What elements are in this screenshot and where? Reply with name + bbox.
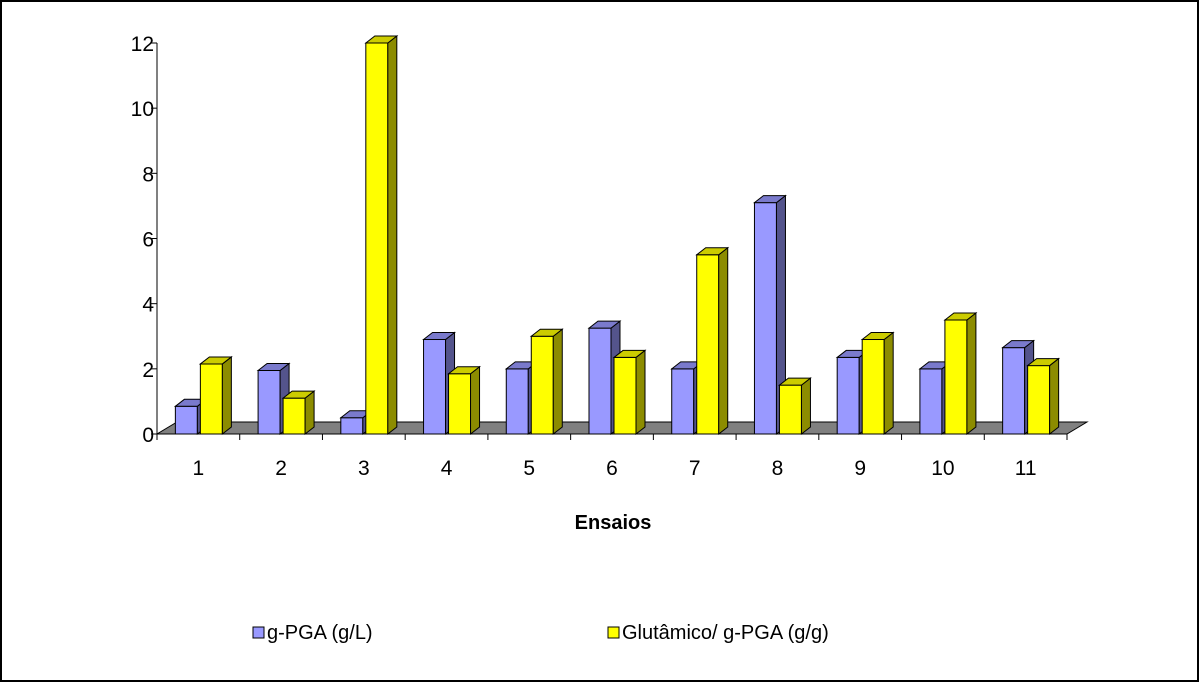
bar-front bbox=[257, 369, 281, 435]
bar-front bbox=[1027, 365, 1051, 435]
bar-front bbox=[530, 335, 554, 435]
bar-top bbox=[943, 312, 978, 321]
bar-side bbox=[470, 365, 481, 436]
bars-layer bbox=[173, 34, 1061, 436]
bar-front bbox=[753, 202, 777, 435]
bar bbox=[281, 390, 316, 436]
bar-front bbox=[448, 373, 472, 435]
bar-front bbox=[836, 356, 860, 435]
y-tick-label: 6 bbox=[142, 229, 154, 252]
bar-top bbox=[860, 332, 895, 341]
x-axis-title: Ensaios bbox=[575, 512, 652, 534]
bar bbox=[364, 34, 399, 436]
bar-front bbox=[671, 368, 695, 435]
bar-side bbox=[718, 246, 729, 436]
x-tick-label: 3 bbox=[358, 457, 370, 480]
bar bbox=[695, 246, 730, 436]
y-tick-label: 2 bbox=[142, 359, 154, 382]
bar bbox=[198, 355, 233, 436]
bar-top bbox=[198, 356, 233, 365]
bar bbox=[777, 377, 812, 436]
bar-front bbox=[423, 339, 447, 435]
bar-side bbox=[883, 331, 894, 436]
y-tick-label: 12 bbox=[131, 33, 154, 56]
x-tick-label: 8 bbox=[772, 457, 784, 480]
x-tick-label: 2 bbox=[275, 457, 287, 480]
bar bbox=[943, 311, 978, 436]
x-tick-label: 10 bbox=[931, 457, 954, 480]
y-tick-label: 0 bbox=[142, 424, 154, 447]
bar-top bbox=[1026, 358, 1061, 367]
x-tick-label: 5 bbox=[523, 457, 535, 480]
x-tick-label: 11 bbox=[1015, 457, 1037, 480]
bar-top bbox=[752, 195, 787, 204]
bar-front bbox=[613, 356, 637, 435]
bar-side bbox=[1049, 357, 1060, 436]
bar bbox=[860, 331, 895, 436]
y-tick-label: 4 bbox=[142, 294, 154, 317]
legend-label: g-PGA (g/L) bbox=[267, 622, 373, 644]
bar-front bbox=[174, 405, 198, 435]
bar-front bbox=[944, 319, 968, 435]
bar-front bbox=[282, 397, 306, 435]
bar-top bbox=[256, 362, 291, 371]
x-tick-label: 1 bbox=[193, 457, 205, 480]
legend-swatch bbox=[252, 626, 265, 639]
bar-front bbox=[365, 42, 389, 435]
bar-front bbox=[1002, 347, 1026, 435]
bar-top bbox=[447, 366, 482, 375]
x-tick-label: 9 bbox=[854, 457, 866, 480]
bar-top bbox=[777, 377, 812, 386]
bar-front bbox=[861, 339, 885, 435]
bar-front bbox=[919, 368, 943, 435]
x-axis-layer: 1 2 3 4 5 6 7 8 9 10 11 bbox=[156, 433, 1068, 480]
bar-side bbox=[635, 349, 646, 436]
bar-front bbox=[199, 363, 223, 435]
bar-top bbox=[529, 328, 564, 337]
x-tick-label: 6 bbox=[606, 457, 618, 480]
bar-side bbox=[552, 328, 563, 436]
y-axis-layer: 0 2 4 6 8 10 12 bbox=[131, 33, 158, 447]
bar-front bbox=[505, 368, 529, 435]
x-tick-label: 4 bbox=[441, 457, 453, 480]
legend-swatch bbox=[607, 626, 620, 639]
bar-side bbox=[800, 377, 811, 436]
bar-front bbox=[588, 327, 612, 435]
bar-side bbox=[221, 355, 232, 436]
bar-top bbox=[364, 35, 399, 44]
bar-top bbox=[587, 320, 622, 329]
bar-side bbox=[966, 311, 977, 436]
bar-top bbox=[422, 332, 457, 341]
bar bbox=[529, 328, 564, 436]
y-tick-label: 10 bbox=[131, 98, 154, 121]
bar bbox=[587, 320, 622, 436]
legend-item: Glutâmico/ g-PGA (g/g) bbox=[607, 622, 829, 644]
bar-front bbox=[696, 254, 720, 435]
bar-side bbox=[387, 34, 398, 436]
bar-top bbox=[1001, 340, 1036, 349]
y-tick-label: 8 bbox=[142, 163, 154, 186]
bar-top bbox=[281, 390, 316, 399]
bar-front bbox=[340, 417, 364, 435]
x-tick-label: 7 bbox=[689, 457, 701, 480]
bar bbox=[1026, 357, 1061, 436]
legend: g-PGA (g/L) Glutâmico/ g-PGA (g/g) bbox=[252, 622, 829, 644]
bar bbox=[612, 349, 647, 436]
bar-front bbox=[778, 384, 802, 435]
bar-top bbox=[695, 247, 730, 256]
legend-item: g-PGA (g/L) bbox=[252, 622, 373, 644]
legend-label: Glutâmico/ g-PGA (g/g) bbox=[622, 622, 829, 644]
bar bbox=[447, 365, 482, 436]
bar-top bbox=[612, 349, 647, 358]
